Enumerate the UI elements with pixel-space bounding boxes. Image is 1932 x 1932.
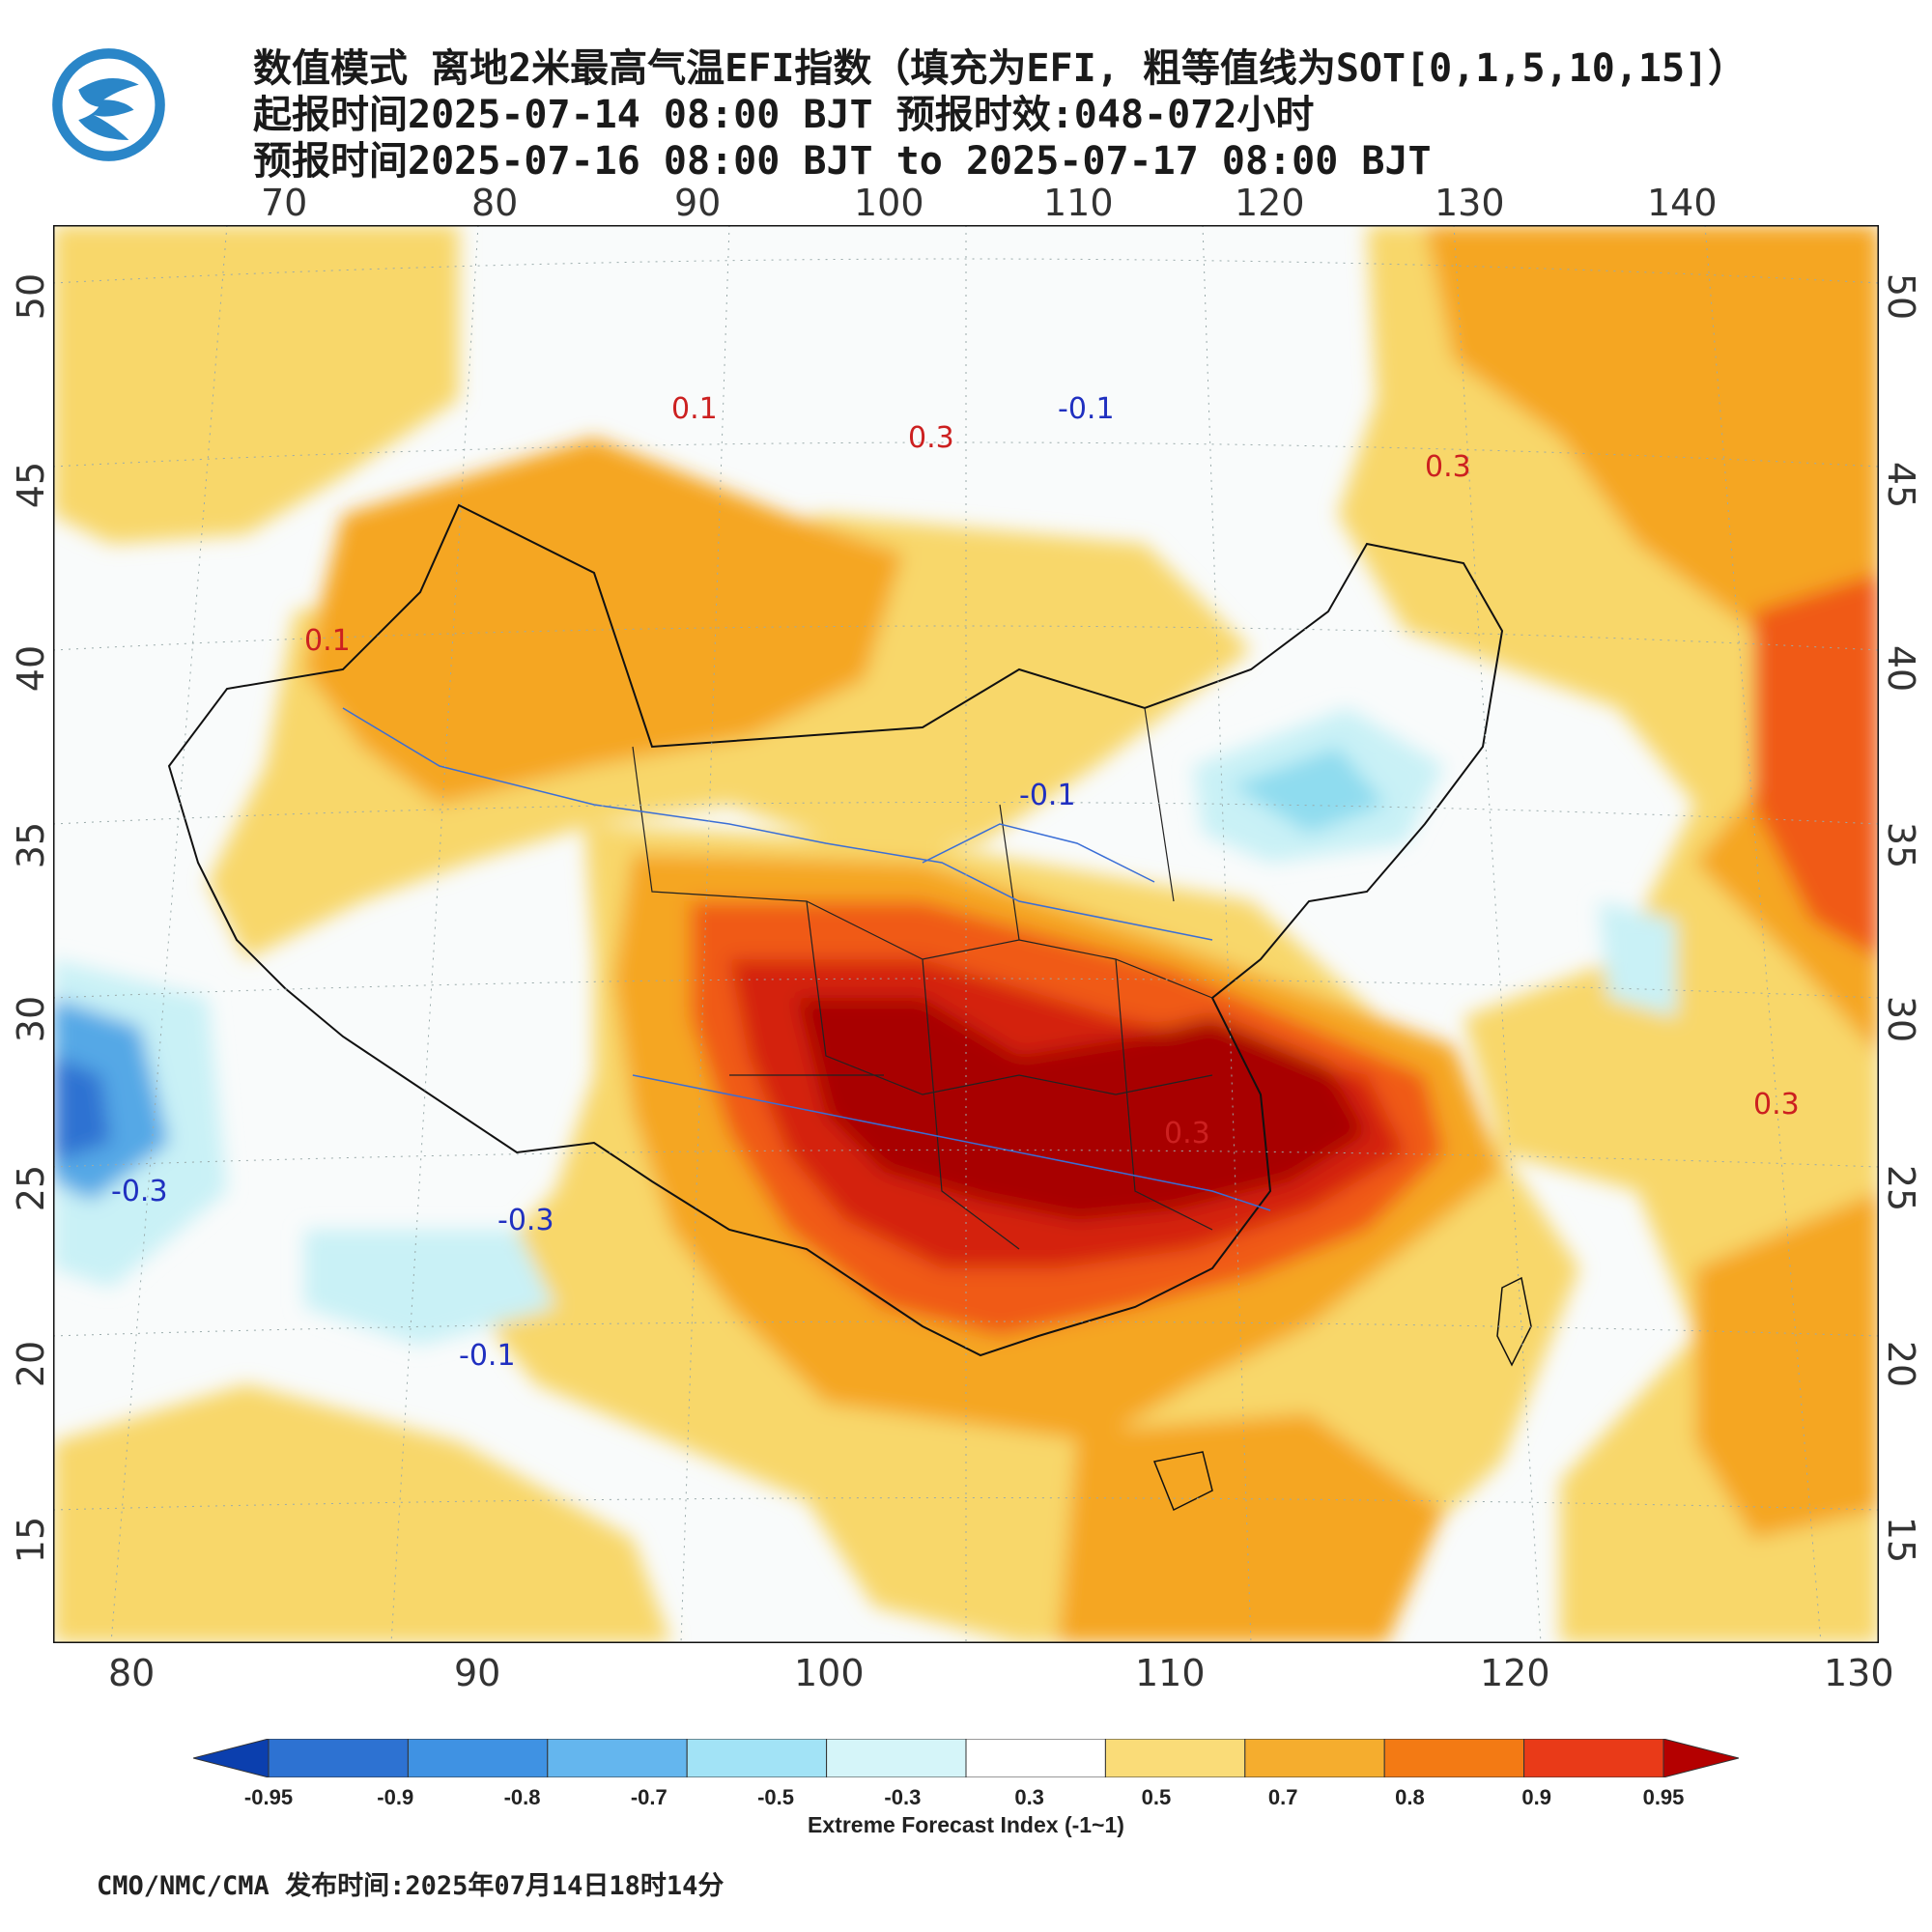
contour-label-neg0.3: -0.3 bbox=[111, 1175, 168, 1208]
colorbar-tick-label: 0.7 bbox=[1267, 1785, 1298, 1809]
left-lat-tick: 20 bbox=[10, 1340, 52, 1388]
top-lon-tick: 80 bbox=[471, 182, 519, 224]
efi-orange-region bbox=[1058, 1413, 1444, 1643]
bottom-lon-tick: 120 bbox=[1480, 1652, 1550, 1694]
left-lat-tick: 40 bbox=[10, 644, 52, 693]
bottom-lon-tick: 90 bbox=[454, 1652, 501, 1694]
colorbar-cell bbox=[826, 1739, 967, 1777]
colorbar-tick-label: -0.7 bbox=[630, 1785, 668, 1809]
colorbar-tick-label: -0.5 bbox=[757, 1785, 795, 1809]
colorbar-tick-label: -0.95 bbox=[243, 1785, 294, 1809]
top-lon-tick: 90 bbox=[674, 182, 722, 224]
right-lat-tick: 35 bbox=[1880, 821, 1922, 869]
graticule bbox=[53, 225, 1879, 1643]
contour-label-0.3: 0.3 bbox=[1164, 1117, 1210, 1151]
chart-title: 数值模式 离地2米最高气温EFI指数（填充为EFI, 粗等值线为SOT[0,1,… bbox=[253, 46, 1747, 91]
contour-label-0.3: 0.3 bbox=[1425, 450, 1471, 484]
china-border bbox=[167, 503, 1504, 1357]
bottom-lon-tick: 130 bbox=[1824, 1652, 1894, 1694]
rivers bbox=[342, 707, 1271, 1211]
bottom-lon-tick: 80 bbox=[108, 1652, 156, 1694]
efi-light-blue-region bbox=[1599, 901, 1676, 1017]
contour-label-neg0.1: -0.1 bbox=[459, 1339, 516, 1373]
colorbar-tick-label: 0.9 bbox=[1521, 1785, 1552, 1809]
efi-yellow-region bbox=[53, 225, 459, 544]
left-lat-tick: 45 bbox=[10, 461, 52, 509]
right-lat-tick: 25 bbox=[1880, 1164, 1922, 1212]
colorbar-cell bbox=[1662, 1739, 1739, 1777]
efi-orange-red-region bbox=[1753, 573, 1879, 959]
colorbar-cell bbox=[1523, 1739, 1664, 1777]
init-time-line: 起报时间2025-07-14 08:00 BJT 预报时效:048-072小时 bbox=[253, 93, 1315, 137]
right-lat-tick: 15 bbox=[1880, 1516, 1922, 1564]
right-lat-tick: 30 bbox=[1880, 995, 1922, 1043]
colorbar-cell bbox=[1244, 1739, 1385, 1777]
valid-time-line: 预报时间2025-07-16 08:00 BJT to 2025-07-17 0… bbox=[253, 139, 1432, 184]
contour-label-0.3: 0.3 bbox=[908, 421, 954, 455]
top-lon-tick: 70 bbox=[261, 182, 308, 224]
right-lat-tick: 40 bbox=[1880, 644, 1922, 693]
colorbar-cell bbox=[965, 1739, 1106, 1777]
issued-time-footer: CMO/NMC/CMA 发布时间:2025年07月14日18时14分 bbox=[97, 1871, 724, 1901]
contour-label-neg0.1: -0.1 bbox=[1058, 392, 1115, 426]
colorbar-tick-label: 0.95 bbox=[1642, 1785, 1685, 1809]
colorbar-cell bbox=[686, 1739, 828, 1777]
efi-map: 0.1 0.3 -0.1 -0.3 0.3 0.3 0.3 -0.3 -0.1 … bbox=[53, 225, 1879, 1643]
hainan-outline bbox=[1152, 1451, 1213, 1512]
colorbar-cell bbox=[193, 1739, 270, 1777]
colorbar-cell bbox=[268, 1739, 409, 1777]
top-lon-tick: 110 bbox=[1043, 182, 1114, 224]
efi-light-blue-region bbox=[304, 1230, 555, 1346]
colorbar-tick-label: -0.8 bbox=[503, 1785, 541, 1809]
contour-label-0.3: 0.3 bbox=[1753, 1088, 1800, 1122]
taiwan-outline bbox=[1496, 1276, 1532, 1367]
colorbar-tick-label: -0.3 bbox=[884, 1785, 922, 1809]
efi-colorbar bbox=[193, 1739, 1739, 1777]
contour-label-0.1: 0.1 bbox=[671, 392, 718, 426]
colorbar-cell bbox=[1104, 1739, 1246, 1777]
efi-orange-region bbox=[304, 438, 903, 805]
top-lon-tick: 130 bbox=[1435, 182, 1505, 224]
bottom-lon-tick: 100 bbox=[794, 1652, 865, 1694]
left-lat-tick: 35 bbox=[10, 821, 52, 869]
efi-deep-blue-region bbox=[53, 1056, 111, 1162]
efi-orange-region bbox=[1425, 225, 1879, 1056]
colorbar-tick-label: 0.5 bbox=[1141, 1785, 1172, 1809]
cma-logo bbox=[52, 48, 165, 161]
colorbar-tick-label: 0.3 bbox=[1014, 1785, 1044, 1809]
efi-yellow-region bbox=[53, 1384, 671, 1643]
colorbar-tick-label: 0.8 bbox=[1395, 1785, 1425, 1809]
efi-sky-blue-region bbox=[1232, 747, 1386, 834]
left-lat-tick: 50 bbox=[10, 272, 52, 321]
colorbar-tick-label: -0.9 bbox=[377, 1785, 414, 1809]
top-lon-tick: 120 bbox=[1235, 182, 1305, 224]
right-lat-tick: 45 bbox=[1880, 461, 1922, 509]
colorbar-cell bbox=[1383, 1739, 1525, 1777]
colorbar-cell bbox=[407, 1739, 549, 1777]
bottom-lon-tick: 110 bbox=[1135, 1652, 1206, 1694]
right-lat-tick: 20 bbox=[1880, 1340, 1922, 1388]
left-lat-tick: 25 bbox=[10, 1164, 52, 1212]
colorbar-title: Extreme Forecast Index (-1~1) bbox=[808, 1812, 1124, 1837]
efi-orange-region bbox=[1695, 1191, 1879, 1539]
contour-label-neg0.1: -0.1 bbox=[1019, 779, 1076, 812]
left-lat-tick: 15 bbox=[10, 1516, 52, 1564]
top-lon-tick: 140 bbox=[1647, 182, 1718, 224]
contour-label-neg0.3: -0.3 bbox=[497, 1204, 554, 1237]
province-boundaries bbox=[632, 707, 1213, 1250]
colorbar-cell bbox=[547, 1739, 688, 1777]
top-lon-tick: 100 bbox=[854, 182, 924, 224]
left-lat-tick: 30 bbox=[10, 995, 52, 1043]
right-lat-tick: 50 bbox=[1880, 272, 1922, 321]
contour-label-0.1: 0.1 bbox=[304, 624, 351, 658]
